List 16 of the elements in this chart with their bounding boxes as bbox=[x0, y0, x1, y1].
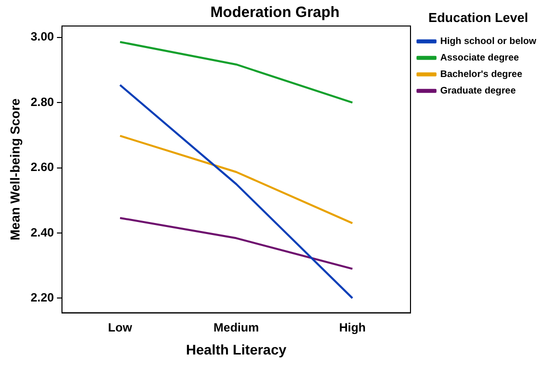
y-tick-label: 3.00 bbox=[30, 30, 54, 44]
legend-label: Associate degree bbox=[440, 52, 519, 64]
legend-label: Bachelor's degree bbox=[440, 68, 522, 80]
legend-title: Education Level bbox=[428, 10, 528, 26]
x-tick-label: Low bbox=[108, 320, 133, 334]
legend-label: High school or below bbox=[440, 36, 537, 47]
y-tick-label: 2.80 bbox=[30, 94, 54, 109]
x-tick-label: Medium bbox=[214, 320, 259, 334]
y-tick-label: 2.60 bbox=[30, 160, 54, 174]
y-tick-label: 2.40 bbox=[30, 225, 54, 240]
x-tick-label: High bbox=[339, 320, 366, 334]
legend-label: Graduate degree bbox=[440, 85, 516, 96]
y-tick-label: 2.20 bbox=[30, 290, 54, 304]
chart-title: Moderation Graph bbox=[210, 4, 340, 22]
x-axis-title: Health Literacy bbox=[186, 341, 287, 358]
y-axis-title: Mean Well-being Score bbox=[7, 98, 22, 240]
